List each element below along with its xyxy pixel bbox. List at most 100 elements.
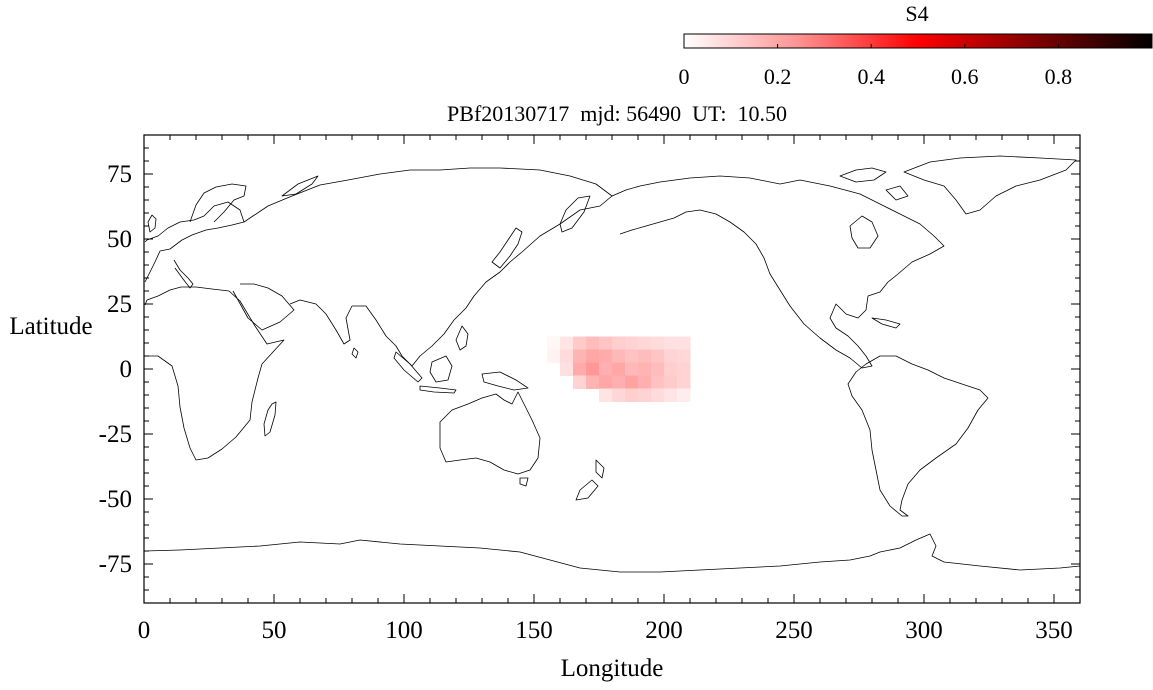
s4-cell (547, 336, 561, 350)
s4-cell (560, 362, 574, 376)
s4-cell (573, 349, 587, 363)
colorbar-tick-label: 0.2 (764, 64, 792, 89)
colorbar-tick-label: 0.6 (951, 64, 979, 89)
s4-cell (586, 375, 600, 389)
coastline-borneo (429, 355, 453, 383)
coastline-australia (439, 391, 541, 475)
s4-cell (599, 349, 613, 363)
s4-cell (612, 336, 626, 350)
y-tick-label: 0 (120, 356, 133, 383)
colorbar-tick-label: 0.4 (857, 64, 885, 89)
y-axis: 75 50 25 0 -25 -50 -75 (99, 147, 1080, 591)
coastline-java (419, 385, 457, 394)
colorbar-tick-label: 0.8 (1045, 64, 1073, 89)
s4-cell (638, 388, 652, 402)
coastline-south-america (847, 355, 989, 517)
s4-cell (664, 388, 678, 402)
s4-cell (573, 362, 587, 376)
s4-cell (599, 375, 613, 389)
s4-cell (677, 362, 691, 376)
colorbar-tick-label: 0 (679, 64, 690, 89)
coastline-madagascar (263, 401, 277, 437)
y-tick-label: -50 (99, 486, 132, 513)
s4-cell (586, 349, 600, 363)
coastline-europe (144, 201, 245, 283)
s4-cell (612, 375, 626, 389)
s4-data-cells (547, 336, 691, 402)
s4-cell (651, 375, 665, 389)
colorbar-label: S4 (905, 1, 928, 26)
s4-cell (625, 375, 639, 389)
y-tick-label: 25 (107, 291, 132, 318)
x-tick-label: 100 (385, 617, 423, 644)
x-tick-label: 300 (905, 617, 943, 644)
x-tick-label: 350 (1035, 617, 1073, 644)
x-axis: 0 50 100 150 200 250 300 350 (138, 135, 1081, 644)
coastline-africa (144, 286, 285, 461)
coastline-arctic-islands (839, 167, 909, 201)
s4-cell (651, 349, 665, 363)
x-axis-label: Longitude (561, 655, 664, 682)
y-axis-label: Latitude (9, 313, 92, 340)
coastline-scandinavia (189, 183, 247, 223)
coastline-north-america (611, 175, 945, 369)
s4-cell (560, 349, 574, 363)
s4-cell (612, 388, 626, 402)
coastline-japan (491, 227, 523, 269)
s4-cell (664, 362, 678, 376)
s4-cell (651, 362, 665, 376)
x-tick-label: 50 (262, 617, 287, 644)
s4-cell (586, 362, 600, 376)
s4-cell (599, 336, 613, 350)
coastline-philippines (455, 325, 469, 351)
coastline-kamchatka (559, 195, 591, 233)
coastline-newzealand (575, 459, 605, 501)
s4-cell (625, 336, 639, 350)
x-tick-label: 200 (645, 617, 683, 644)
coastline-sumatra (393, 351, 423, 383)
x-tick-label: 150 (515, 617, 553, 644)
s4-cell (638, 375, 652, 389)
colorbar-ramp (683, 33, 1153, 49)
colorbar-ticks: 0 0.2 0.4 0.6 0.8 (679, 44, 1073, 89)
s4-cell (638, 362, 652, 376)
y-tick-label: -75 (99, 551, 132, 578)
coastline-novaya-zemlya (281, 175, 319, 197)
coastline-tasmania (519, 477, 529, 487)
s4-cell (625, 362, 639, 376)
s4-cell (638, 349, 652, 363)
s4-cell (677, 375, 691, 389)
s4-cell (677, 388, 691, 402)
s4-cell (573, 375, 587, 389)
coastline-antarctica (144, 533, 1080, 573)
chart-title: PBf20130717 mjd: 56490 UT: 10.50 (447, 101, 787, 126)
coastline-britain (147, 214, 157, 233)
s4-cell (677, 349, 691, 363)
coastline-asia (243, 167, 613, 367)
y-tick-label: 75 (107, 161, 132, 188)
coastline-newguinea (481, 371, 529, 391)
s4-cell (664, 336, 678, 350)
s4-cell (612, 349, 626, 363)
s4-cell (560, 336, 574, 350)
s4-cell (612, 362, 626, 376)
s4-cell (625, 388, 639, 402)
coastline-srilanka (351, 347, 359, 359)
y-tick-label: 50 (107, 226, 132, 253)
coastline-hudson-bay (849, 215, 879, 249)
s4-cell (586, 336, 600, 350)
s4-cell (651, 336, 665, 350)
y-tick-label: -25 (99, 421, 132, 448)
coastlines (144, 155, 1080, 573)
s4-cell (677, 336, 691, 350)
s4-cell (664, 375, 678, 389)
x-tick-label: 0 (138, 617, 151, 644)
coastline-greenland (903, 155, 1077, 215)
s4-cell (664, 349, 678, 363)
s4-cell (599, 362, 613, 376)
s4-cell (638, 336, 652, 350)
coastline-arabia (232, 283, 295, 331)
coastline-italy (173, 259, 194, 289)
